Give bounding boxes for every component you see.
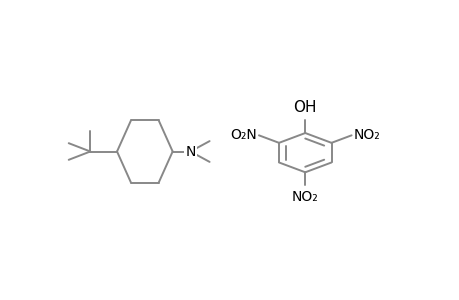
Text: O₂N: O₂N [230,128,257,142]
Text: NO₂: NO₂ [353,128,379,142]
Text: OH: OH [293,100,316,115]
Text: NO₂: NO₂ [291,190,318,204]
Text: N: N [185,145,195,158]
